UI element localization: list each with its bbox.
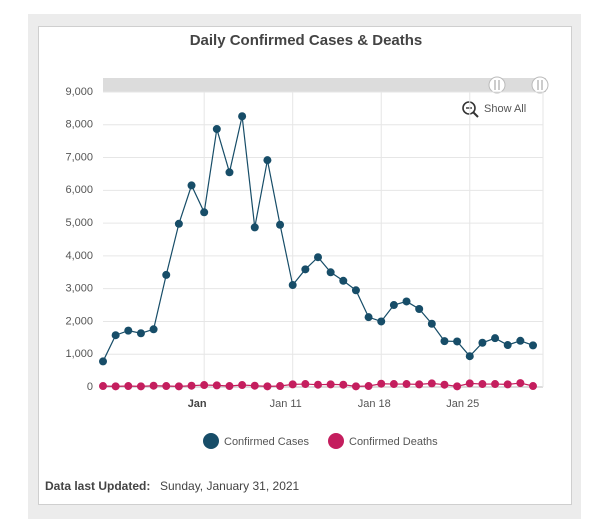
data-point — [529, 341, 537, 350]
data-point — [250, 223, 259, 232]
y-tick-label: 2,000 — [65, 315, 93, 327]
y-tick-label: 6,000 — [65, 184, 93, 196]
data-point — [238, 381, 247, 390]
data-point — [99, 382, 107, 391]
y-tick-label: 0 — [87, 381, 93, 393]
data-point — [351, 286, 360, 295]
data-point — [415, 304, 424, 313]
data-point — [415, 380, 424, 389]
scroll-handle[interactable] — [488, 76, 506, 94]
x-tick-label: Jan — [188, 398, 207, 410]
data-point — [465, 352, 474, 361]
x-tick-label: Jan 25 — [446, 398, 479, 410]
data-point — [288, 281, 297, 290]
data-point — [491, 380, 500, 389]
show-all-label[interactable]: Show All — [484, 103, 526, 115]
data-point — [276, 220, 285, 229]
data-point — [402, 297, 411, 306]
chart-title: Daily Confirmed Cases & Deaths — [190, 32, 423, 49]
data-point — [174, 382, 183, 391]
data-point — [276, 382, 285, 391]
data-point — [529, 382, 537, 391]
data-point — [288, 380, 297, 389]
footnote: Sunday, January 31, 2021 — [160, 479, 300, 493]
data-point — [427, 379, 436, 388]
data-point — [326, 380, 335, 389]
data-point — [364, 313, 373, 322]
data-point — [301, 265, 310, 274]
data-point — [314, 380, 322, 389]
data-point — [339, 380, 348, 389]
scroll-handle[interactable] — [531, 76, 549, 94]
data-point — [427, 319, 436, 328]
data-point — [440, 337, 449, 346]
data-point — [314, 253, 322, 262]
y-tick-label: 3,000 — [65, 283, 93, 295]
data-point — [99, 357, 107, 366]
data-point — [478, 380, 487, 389]
legend-label: Confirmed Deaths — [349, 436, 438, 448]
data-point — [389, 380, 398, 389]
data-point — [225, 382, 234, 391]
data-point — [149, 381, 158, 390]
legend-swatch — [328, 433, 344, 449]
x-tick-label: Jan 11 — [270, 398, 302, 410]
data-point — [263, 382, 272, 391]
data-point — [250, 381, 259, 390]
data-point — [377, 317, 386, 326]
data-point — [225, 168, 234, 177]
data-point — [162, 382, 171, 391]
data-point — [124, 382, 133, 391]
y-tick-label: 5,000 — [65, 217, 93, 229]
data-point — [503, 380, 512, 389]
data-point — [351, 382, 360, 391]
data-point — [389, 301, 398, 310]
data-point — [174, 219, 183, 228]
data-point — [238, 112, 247, 121]
data-point — [516, 379, 525, 388]
data-point — [124, 326, 133, 335]
data-point — [453, 382, 462, 391]
data-point — [453, 337, 462, 346]
data-point — [162, 270, 171, 279]
y-tick-label: 7,000 — [65, 151, 93, 163]
data-point — [111, 331, 120, 340]
data-point — [402, 380, 411, 389]
data-point — [377, 379, 386, 388]
data-point — [440, 380, 449, 389]
data-point — [465, 379, 474, 388]
legend-swatch — [203, 433, 219, 449]
data-point — [187, 381, 196, 390]
y-tick-label: 1,000 — [65, 348, 93, 360]
data-point — [200, 381, 209, 390]
data-point — [149, 325, 158, 334]
y-tick-label: 8,000 — [65, 119, 93, 131]
data-point — [301, 380, 310, 389]
data-point — [339, 276, 348, 285]
x-tick-label: Jan 18 — [358, 398, 391, 410]
data-point — [364, 382, 373, 391]
y-tick-label: 9,000 — [65, 86, 93, 98]
data-point — [187, 181, 196, 190]
data-point — [478, 338, 487, 347]
footnote-label: Data last Updated: — [45, 479, 150, 493]
data-point — [136, 329, 145, 338]
scrollbar[interactable] — [103, 78, 546, 92]
data-point — [326, 268, 335, 277]
y-tick-label: 4,000 — [65, 250, 93, 262]
data-point — [491, 334, 500, 343]
show-all-button[interactable]: Show All — [462, 101, 526, 118]
data-point — [111, 382, 120, 391]
data-point — [212, 125, 221, 134]
data-point — [136, 382, 145, 391]
data-point — [263, 156, 272, 165]
data-point — [516, 336, 525, 345]
data-point — [200, 208, 209, 217]
legend-label: Confirmed Cases — [224, 436, 309, 448]
data-point — [503, 341, 512, 350]
data-point — [212, 381, 221, 390]
